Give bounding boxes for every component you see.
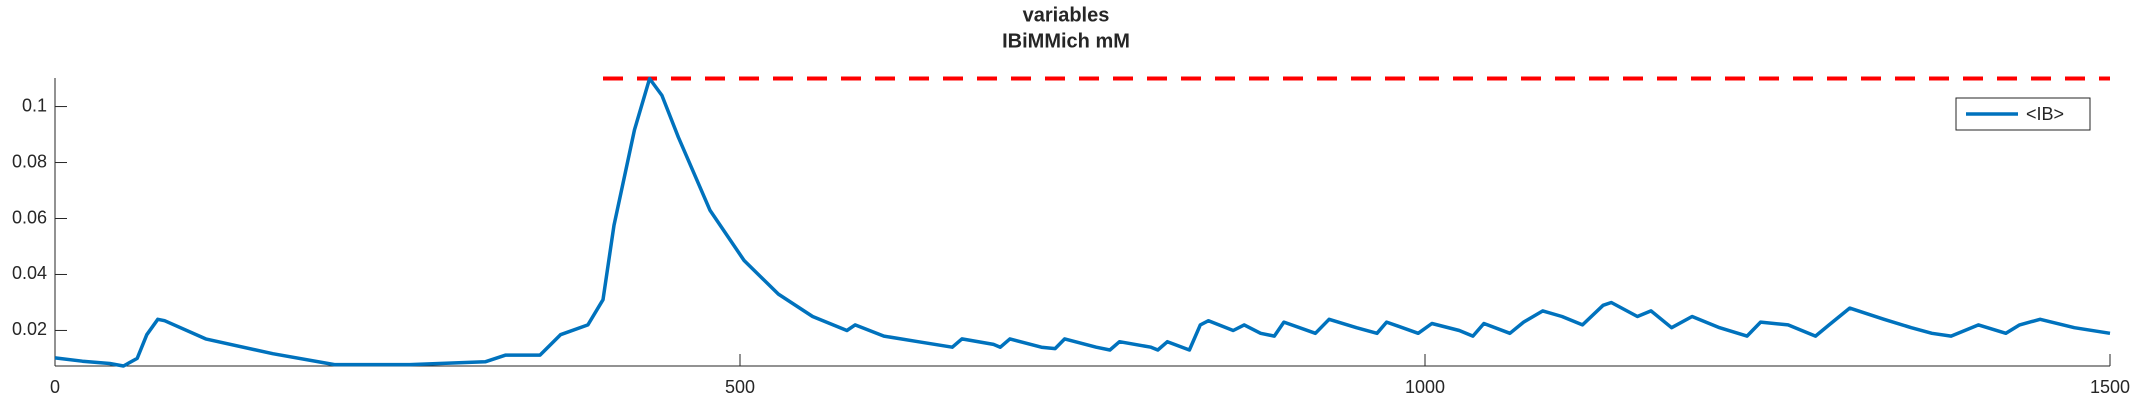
- x-tick-label: 1500: [2090, 377, 2130, 397]
- legend-label: <IB>: [2026, 104, 2064, 124]
- data-line: [54, 76, 2111, 368]
- y-tick-label: 0.1: [22, 95, 47, 115]
- y-tick-label: 0.02: [12, 319, 47, 339]
- x-tick-label: 0: [50, 377, 60, 397]
- chart-title: variables: [1023, 4, 1110, 26]
- y-tick-label: 0.08: [12, 151, 47, 171]
- x-tick-label: 1000: [1405, 377, 1445, 397]
- y-tick-label: 0.04: [12, 263, 47, 283]
- y-tick-label: 0.06: [12, 207, 47, 227]
- x-tick-label: 500: [725, 377, 755, 397]
- chart-subtitle: IBiMMich mM: [1002, 30, 1130, 52]
